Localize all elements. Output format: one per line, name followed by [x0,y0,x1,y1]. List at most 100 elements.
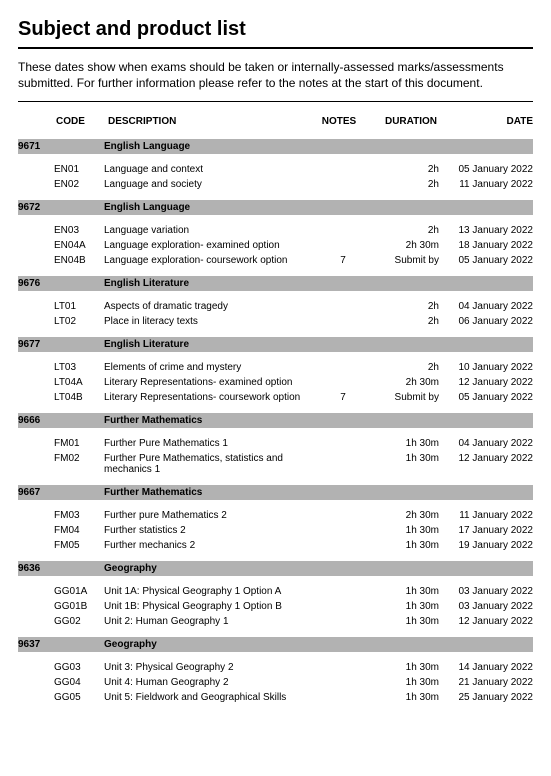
cell-code: LT04A [54,377,104,388]
cell-notes: 7 [318,392,368,403]
cell-notes [318,677,368,688]
cell-duration: 1h 30m [368,662,443,673]
cell-notes [318,601,368,612]
table-row: LT04BLiterary Representations- coursewor… [18,390,533,405]
table-row: EN01Language and context2h05 January 202… [18,162,533,177]
cell-duration: 2h 30m [368,377,443,388]
cell-notes [318,510,368,521]
subject-name: English Literature [104,339,533,350]
cell-description: Aspects of dramatic tragedy [104,301,318,312]
col-spacer [18,112,54,137]
cell-code: LT02 [54,316,104,327]
cell-duration: 2h 30m [368,510,443,521]
section-header: 9672English Language [18,200,533,215]
subject-code: 9671 [18,141,54,152]
cell-date: 05 January 2022 [443,392,533,403]
cell-date: 10 January 2022 [443,362,533,373]
cell-code: EN04A [54,240,104,251]
cell-date: 18 January 2022 [443,240,533,251]
subject-name: Geography [104,563,533,574]
cell-duration: 1h 30m [368,540,443,551]
cell-description: Further Pure Mathematics, statistics and… [104,453,318,475]
cell-duration: 1h 30m [368,586,443,597]
table-row: GG03Unit 3: Physical Geography 21h 30m14… [18,660,533,675]
cell-code: LT01 [54,301,104,312]
table-row: GG02Unit 2: Human Geography 11h 30m12 Ja… [18,614,533,629]
cell-duration: 1h 30m [368,525,443,536]
cell-code: LT03 [54,362,104,373]
col-header-description: DESCRIPTION [108,112,312,137]
cell-description: Elements of crime and mystery [104,362,318,373]
cell-code: FM04 [54,525,104,536]
cell-notes: 7 [318,255,368,266]
cell-notes [318,453,368,475]
cell-description: Unit 1B: Physical Geography 1 Option B [104,601,318,612]
col-header-date: DATE [443,112,533,137]
subject-name: Further Mathematics [104,487,533,498]
section-header: 9666Further Mathematics [18,413,533,428]
cell-duration: 1h 30m [368,438,443,449]
cell-code: GG01A [54,586,104,597]
cell-date: 13 January 2022 [443,225,533,236]
cell-notes [318,540,368,551]
col-header-notes: NOTES [314,112,364,137]
subject-code: 9677 [18,339,54,350]
cell-description: Literary Representations- coursework opt… [104,392,318,403]
cell-description: Language exploration- examined option [104,240,318,251]
cell-notes [318,438,368,449]
table-row: LT01Aspects of dramatic tragedy2h04 Janu… [18,299,533,314]
cell-duration: 1h 30m [368,453,443,475]
cell-date: 21 January 2022 [443,677,533,688]
cell-date: 12 January 2022 [443,453,533,475]
cell-description: Further statistics 2 [104,525,318,536]
page-title: Subject and product list [18,18,533,41]
subject-code: 9666 [18,415,54,426]
cell-date: 11 January 2022 [443,510,533,521]
table-row: FM03Further pure Mathematics 22h 30m11 J… [18,508,533,523]
cell-code: EN03 [54,225,104,236]
cell-duration: Submit by [368,255,443,266]
cell-description: Unit 5: Fieldwork and Geographical Skill… [104,692,318,703]
table-row: EN04BLanguage exploration- coursework op… [18,253,533,268]
subject-code: 9672 [18,202,54,213]
cell-notes [318,586,368,597]
cell-notes [318,662,368,673]
cell-date: 04 January 2022 [443,301,533,312]
cell-description: Unit 1A: Physical Geography 1 Option A [104,586,318,597]
cell-date: 25 January 2022 [443,692,533,703]
table-row: FM04Further statistics 2 1h 30m17 January… [18,523,533,538]
table-row: EN03Language variation2h13 January 2022 [18,223,533,238]
cell-notes [318,240,368,251]
cell-duration: 2h [368,225,443,236]
cell-date: 06 January 2022 [443,316,533,327]
subject-code: 9636 [18,563,54,574]
cell-notes [318,616,368,627]
table-row: LT03Elements of crime and mystery 2h10 Ja… [18,360,533,375]
table-row: LT04ALiterary Representations- examined … [18,375,533,390]
cell-date: 17 January 2022 [443,525,533,536]
table-row: LT02Place in literacy texts2h06 January … [18,314,533,329]
cell-date: 03 January 2022 [443,601,533,612]
title-rule [18,47,533,49]
section-header: 9636 Geography [18,561,533,576]
subject-name: English Language [104,141,533,152]
cell-duration: Submit by [368,392,443,403]
cell-date: 04 January 2022 [443,438,533,449]
subject-code: 9637 [18,639,54,650]
cell-date: 14 January 2022 [443,662,533,673]
intro-text: These dates show when exams should be ta… [18,59,533,91]
cell-code: GG05 [54,692,104,703]
cell-date: 12 January 2022 [443,616,533,627]
cell-notes [318,525,368,536]
table-row: FM02Further Pure Mathematics, statistics… [18,451,533,477]
cell-duration: 2h [368,164,443,175]
cell-date: 03 January 2022 [443,586,533,597]
cell-notes [318,225,368,236]
section-header: 9671 English Language [18,139,533,154]
table-row: GG01AUnit 1A: Physical Geography 1 Optio… [18,584,533,599]
cell-date: 19 January 2022 [443,540,533,551]
cell-description: Language and context [104,164,318,175]
cell-duration: 2h [368,362,443,373]
subject-code: 9667 [18,487,54,498]
cell-notes [318,362,368,373]
